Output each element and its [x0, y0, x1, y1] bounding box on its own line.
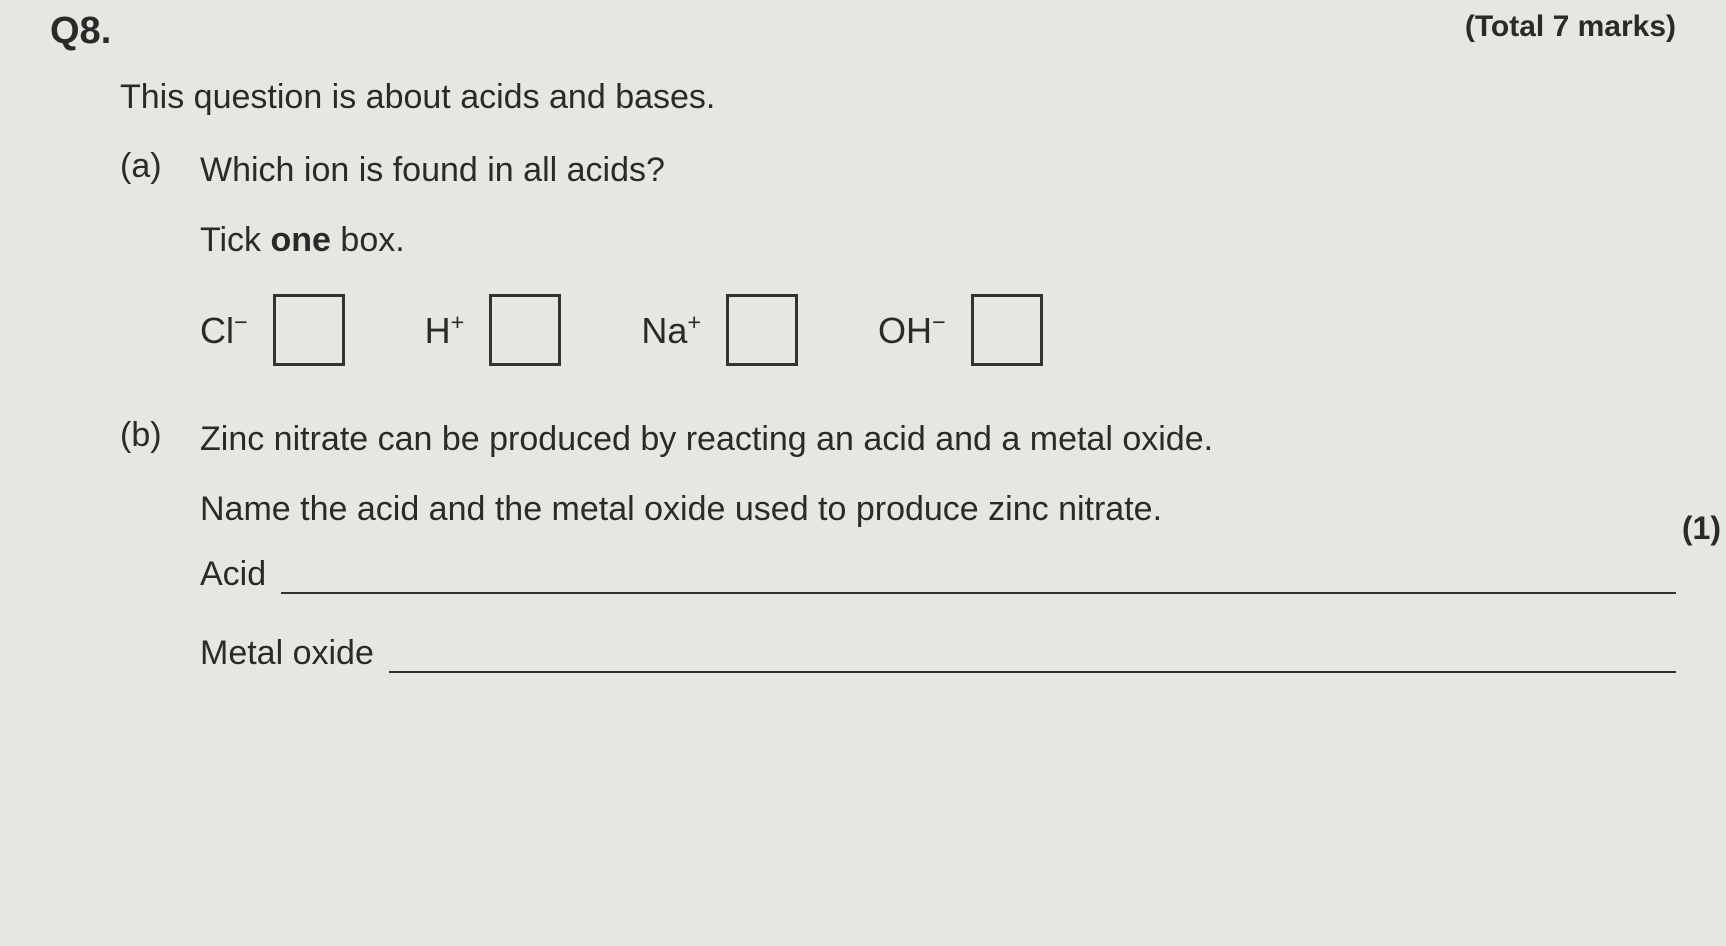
part-b-line1: Zinc nitrate can be produced by reacting… — [200, 416, 1676, 464]
question-number: Q8. — [50, 10, 111, 53]
part-a-label: (a) — [120, 147, 200, 396]
ion-label-na: Na+ — [641, 309, 701, 352]
part-b-label: (b) — [120, 416, 200, 713]
total-marks: (Total 7 marks) — [1465, 10, 1676, 44]
part-a-prompt: Which ion is found in all acids? — [200, 147, 1676, 195]
option-na: Na+ — [641, 294, 798, 366]
options-row: Cl− H+ Na+ OH− — [200, 294, 1676, 366]
metal-oxide-answer-line[interactable] — [389, 639, 1676, 673]
checkbox-na[interactable] — [726, 294, 798, 366]
part-b: (b) Zinc nitrate can be produced by reac… — [120, 416, 1676, 713]
part-a: (a) Which ion is found in all acids? Tic… — [120, 147, 1676, 396]
part-a-marks: (1) — [1682, 510, 1721, 547]
metal-oxide-label: Metal oxide — [200, 634, 374, 673]
ion-label-cl: Cl− — [200, 309, 248, 352]
question-intro: This question is about acids and bases. — [120, 78, 1676, 117]
checkbox-oh[interactable] — [971, 294, 1043, 366]
option-cl: Cl− — [200, 294, 345, 366]
checkbox-cl[interactable] — [273, 294, 345, 366]
acid-label: Acid — [200, 555, 266, 594]
ion-label-h: H+ — [425, 309, 465, 352]
option-h: H+ — [425, 294, 562, 366]
checkbox-h[interactable] — [489, 294, 561, 366]
metal-oxide-answer-row: Metal oxide — [200, 634, 1676, 673]
part-a-instruction: Tick one box. — [200, 217, 1676, 265]
ion-label-oh: OH− — [878, 309, 946, 352]
option-oh: OH− — [878, 294, 1043, 366]
acid-answer-row: Acid — [200, 555, 1676, 594]
part-b-line2: Name the acid and the metal oxide used t… — [200, 486, 1676, 534]
acid-answer-line[interactable] — [281, 560, 1676, 594]
